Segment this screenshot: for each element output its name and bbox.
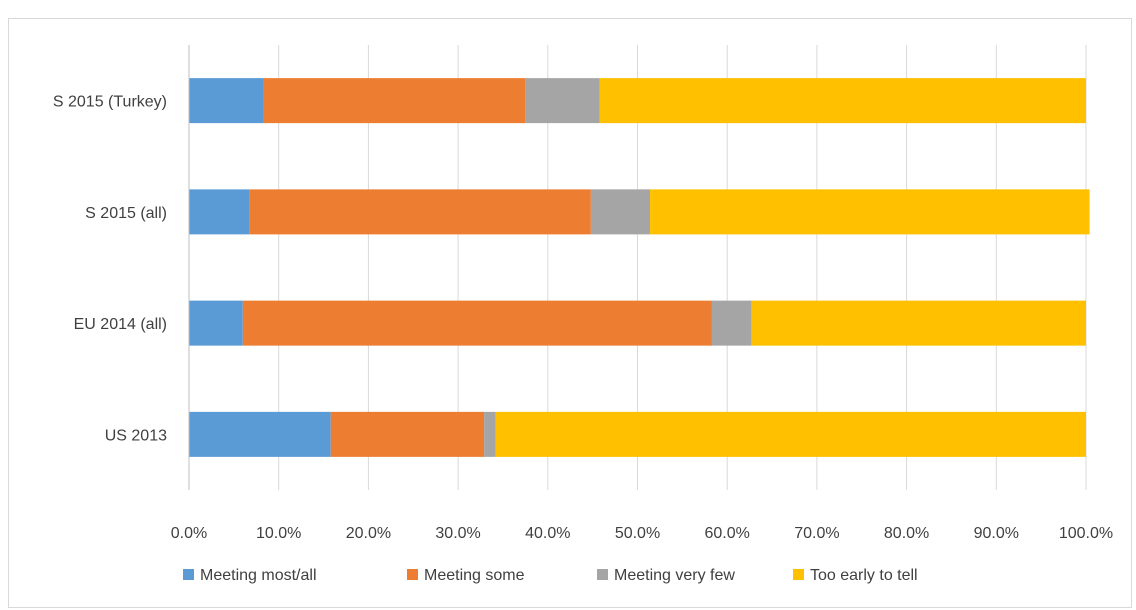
- category-label: EU 2014 (all): [74, 316, 167, 333]
- x-tick-label: 80.0%: [884, 525, 929, 542]
- legend-swatch: [183, 569, 194, 580]
- bar-segment: [525, 78, 600, 124]
- legend-label: Meeting most/all: [200, 567, 317, 584]
- category-label: S 2015 (all): [85, 205, 167, 222]
- legend-label: Meeting very few: [614, 567, 735, 584]
- legend-swatch: [407, 569, 418, 580]
- x-tick-label: 20.0%: [346, 525, 391, 542]
- bar-segment: [711, 300, 752, 346]
- x-tick-label: 0.0%: [171, 525, 207, 542]
- bar-segment: [249, 189, 591, 235]
- bar-segment: [751, 300, 1086, 346]
- bar-segment: [330, 411, 485, 457]
- legend: Meeting most/all Meeting some Meeting very…: [183, 567, 918, 584]
- bar-segment: [189, 411, 331, 457]
- x-tick-label: 70.0%: [794, 525, 839, 542]
- bars: [189, 78, 1090, 457]
- x-tick-label: 10.0%: [256, 525, 301, 542]
- x-tick-labels: 0.0% 10.0% 20.0% 30.0% 40.0% 50.0% 60.0% 70.0% 8…: [171, 525, 1113, 542]
- x-tick-label: 100.0%: [1059, 525, 1113, 542]
- legend-label: Too early to tell: [810, 567, 918, 584]
- legend-swatch: [793, 569, 804, 580]
- legend-swatch: [597, 569, 608, 580]
- x-tick-label: 60.0%: [705, 525, 750, 542]
- bar-segment: [263, 78, 526, 124]
- bar-segment: [242, 300, 712, 346]
- legend-label: Meeting some: [424, 567, 525, 584]
- bar-segment: [189, 300, 243, 346]
- x-tick-label: 30.0%: [435, 525, 480, 542]
- category-labels: S 2015 (Turkey) S 2015 (all) EU 2014 (all)…: [53, 94, 167, 445]
- bar-segment: [189, 78, 264, 124]
- x-tick-label: 40.0%: [525, 525, 570, 542]
- category-label: US 2013: [105, 427, 167, 444]
- bar-segment: [189, 189, 250, 235]
- category-label: S 2015 (Turkey): [53, 94, 167, 111]
- bar-segment: [650, 189, 1090, 235]
- bar-segment: [590, 189, 651, 235]
- x-tick-label: 50.0%: [615, 525, 660, 542]
- bar-segment: [495, 411, 1086, 457]
- x-tick-label: 90.0%: [974, 525, 1019, 542]
- bar-segment: [599, 78, 1086, 124]
- bar-segment: [484, 411, 496, 457]
